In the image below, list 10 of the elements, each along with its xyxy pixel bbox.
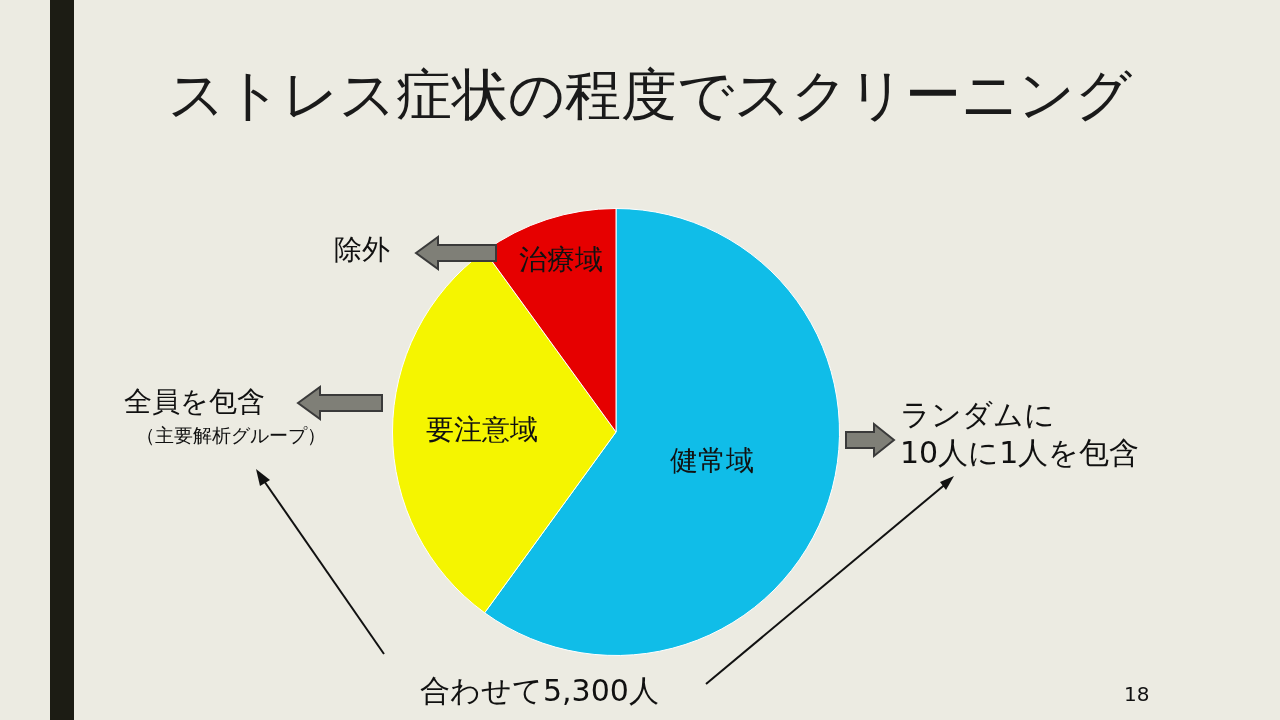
text: 全員を包含: [124, 384, 265, 419]
slice-label: 健常域: [669, 444, 754, 478]
text: ランダムに 10人に1人を包含: [900, 396, 1140, 471]
chart-title: ストレス症状の程度でスクリーニング: [167, 61, 1133, 129]
text: 除外: [334, 232, 390, 267]
text: 18: [1124, 682, 1150, 707]
text: 合わせて5,300人: [420, 672, 659, 710]
slice-label: 治療域: [518, 243, 603, 277]
text: （主要解析グループ）: [136, 424, 326, 448]
slice-label: 要注意域: [425, 413, 538, 447]
